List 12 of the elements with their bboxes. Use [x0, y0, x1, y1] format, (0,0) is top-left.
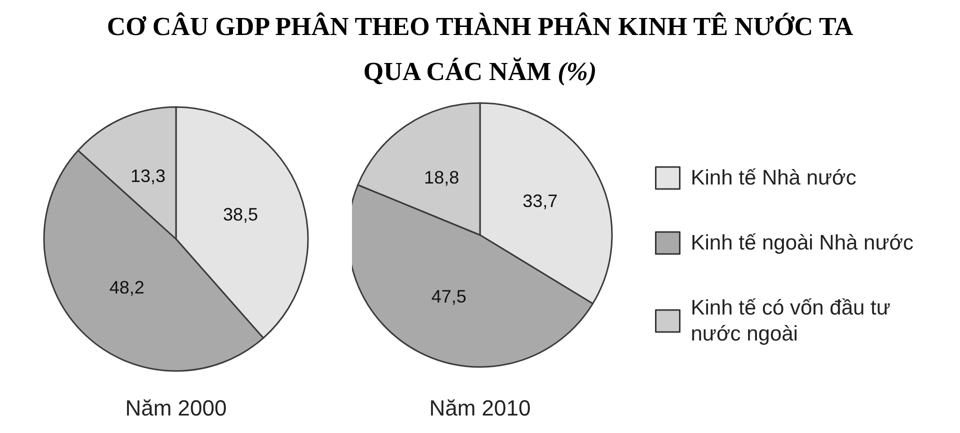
- data-label: 18,8: [424, 168, 460, 188]
- data-label: 38,5: [223, 204, 258, 225]
- data-label: 47,5: [431, 286, 466, 307]
- text: CƠ CÂU GDP PHÂN THEO THÀNH PHÂN KINH TÊ NƯỚC TA QUA CÁC NĂM (%): [106, 12, 854, 86]
- text: Năm 2000: [125, 396, 227, 420]
- legend-label: Kinh tế ngoài Nhà nước: [690, 232, 914, 254]
- data-label: 33,7: [522, 191, 558, 212]
- data-label: 48,2: [109, 277, 144, 298]
- legend-label: Kinh tế Nhà nước: [690, 166, 856, 190]
- data-label: 13,3: [130, 166, 166, 186]
- text: Năm 2010: [429, 396, 531, 420]
- legend-label: Kinh tế có vốn đầu tư nước ngoài: [690, 296, 890, 346]
